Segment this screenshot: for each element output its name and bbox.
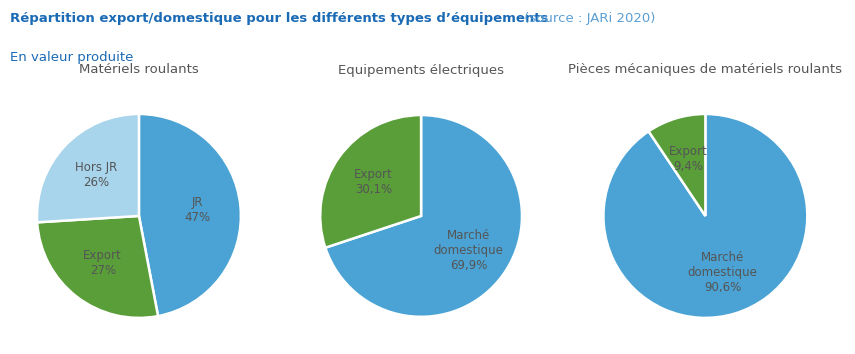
Wedge shape — [649, 114, 705, 216]
Title: Matériels roulants: Matériels roulants — [79, 63, 199, 75]
Wedge shape — [37, 114, 139, 222]
Text: Marché
domestique
90,6%: Marché domestique 90,6% — [687, 251, 758, 294]
Text: Marché
domestique
69,9%: Marché domestique 69,9% — [433, 229, 504, 272]
Wedge shape — [321, 115, 422, 248]
Text: JR
47%: JR 47% — [185, 196, 211, 224]
Text: Répartition export/domestique pour les différents types d’équipements: Répartition export/domestique pour les d… — [10, 12, 549, 25]
Text: (source : JARi 2020): (source : JARi 2020) — [520, 12, 655, 25]
Text: Hors JR
26%: Hors JR 26% — [74, 161, 117, 189]
Text: Export
9,4%: Export 9,4% — [669, 145, 708, 173]
Text: En valeur produite: En valeur produite — [10, 51, 133, 64]
Wedge shape — [37, 216, 158, 318]
Wedge shape — [139, 114, 241, 316]
Text: Export
30,1%: Export 30,1% — [354, 168, 393, 196]
Title: Equipements électriques: Equipements électriques — [338, 64, 504, 77]
Text: Export
27%: Export 27% — [83, 249, 122, 277]
Wedge shape — [604, 114, 807, 318]
Wedge shape — [326, 115, 522, 317]
Title: Pièces mécaniques de matériels roulants: Pièces mécaniques de matériels roulants — [569, 63, 842, 75]
